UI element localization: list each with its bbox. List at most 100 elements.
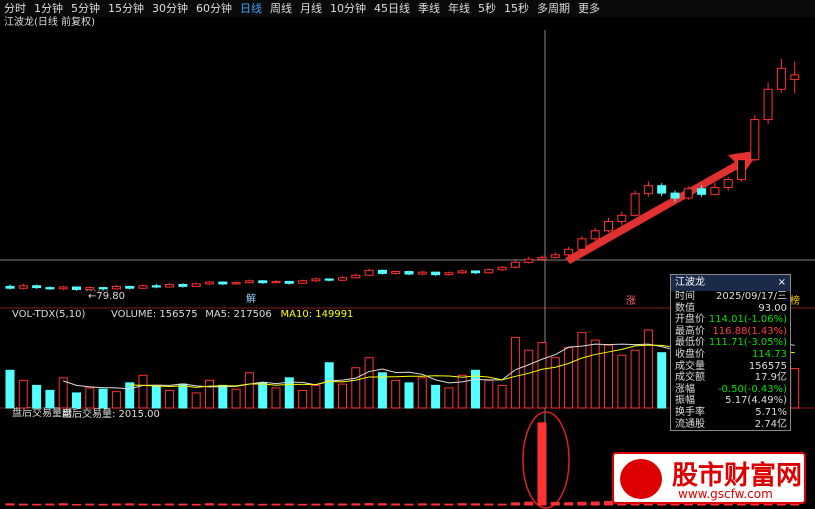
tab[interactable]: 15秒 [504,2,529,15]
volume-bar [324,362,334,409]
volume-bar [510,337,520,409]
arrow [565,150,760,264]
volume-bar [524,349,534,409]
tab[interactable]: 日线 [240,2,262,15]
tab[interactable]: 60分钟 [196,2,232,15]
candle-body [338,277,347,281]
info-value: 5.71% [755,406,787,418]
info-value: 116.88(1.43%) [712,325,787,337]
candle-body [98,287,108,290]
info-row: 成交量 156575 [671,361,790,373]
volume-bar [577,501,587,506]
candle-body [5,285,15,289]
candle-body [457,270,467,274]
tab[interactable]: 月线 [300,2,322,15]
volume-bar [377,503,387,506]
close-button[interactable]: × [777,277,786,288]
volume-bar [404,382,414,409]
volume-bar [32,503,42,506]
candle-body [271,280,281,284]
volume-bar [417,377,427,409]
info-value: 111.71(-3.05%) [708,337,787,349]
candle-body [85,287,95,290]
info-label: 流通股 [675,418,705,430]
candle-body [630,193,640,216]
tab[interactable]: 5分钟 [71,2,100,15]
candle-body [723,179,733,189]
volume-bar [125,503,135,506]
low-label: ←79.80 [88,291,125,302]
watermark-title: 股市财富网 [672,461,803,491]
volume-bar [205,503,214,506]
volume-bar [271,503,281,506]
info-row: 收盘价 114.73 [671,349,790,361]
volume-bar [590,339,600,409]
candle-body [737,159,746,181]
volume-bar [497,503,507,506]
volume-bar [5,503,15,506]
volume-bar [630,349,640,409]
candle-body [497,266,507,271]
volume-bar [377,372,387,409]
panel-title: VOL-TDX(5,10) [12,309,85,320]
marker: 解 [246,292,256,305]
candle-body [377,269,387,274]
volume-bar [298,389,308,409]
info-row: 振幅 5.17(4.49%) [671,395,790,407]
volume-bar [258,382,268,409]
tab[interactable]: 5秒 [478,2,496,15]
tab[interactable]: 45日线 [374,2,410,15]
panel-stat: MA10: 149991 [281,309,354,320]
volume-bar [550,501,560,506]
volume-bar [178,383,188,409]
volume-bar [111,503,121,506]
info-row: 数值 93.00 [671,303,790,315]
volume-bar [45,503,55,506]
candle-body [683,188,693,199]
tab[interactable]: 周线 [270,2,292,15]
tab[interactable]: 更多 [578,2,600,15]
candle-body [697,188,707,195]
volume-bar [165,389,175,409]
candle-body [298,280,308,284]
candle-body [351,274,361,279]
volume-bar [457,503,467,506]
candle-body [284,280,294,284]
candle-body [111,285,121,290]
volume-bar [98,388,108,409]
volume-bar [484,503,494,506]
volume-bar [564,502,574,506]
tab[interactable]: 多周期 [537,2,570,15]
info-row: 成交额 17.9亿 [671,372,790,384]
info-value: 114.01(-1.06%) [708,314,787,326]
tab[interactable]: 1分钟 [34,2,63,15]
volume-bar [125,382,135,409]
candle-body [324,278,334,281]
candle-body [191,283,201,287]
info-label: 数值 [675,302,695,314]
candle-body [670,192,680,199]
highlight-ellipse [522,411,570,509]
candle-body [484,269,494,274]
tab[interactable]: 年线 [448,2,470,15]
candle-body [537,256,547,260]
volume-bar [178,503,188,506]
panel-title: 盘后交易量副 [12,406,72,419]
volume-bar [218,384,228,409]
volume-bar [564,347,574,409]
tab[interactable]: 10分钟 [330,2,366,15]
volume-bar [338,503,347,506]
tab[interactable]: 分时 [4,2,26,15]
tab[interactable]: 季线 [418,2,440,15]
volume-bar [258,503,268,506]
candle-body [550,254,560,258]
volume-bar [58,377,68,409]
volume-bar [18,379,28,409]
candle-body [151,285,161,288]
tab[interactable]: 15分钟 [108,2,144,15]
candle-body [524,258,534,263]
volume-bar [191,392,201,409]
volume-bar [484,379,494,409]
tab[interactable]: 30分钟 [152,2,188,15]
